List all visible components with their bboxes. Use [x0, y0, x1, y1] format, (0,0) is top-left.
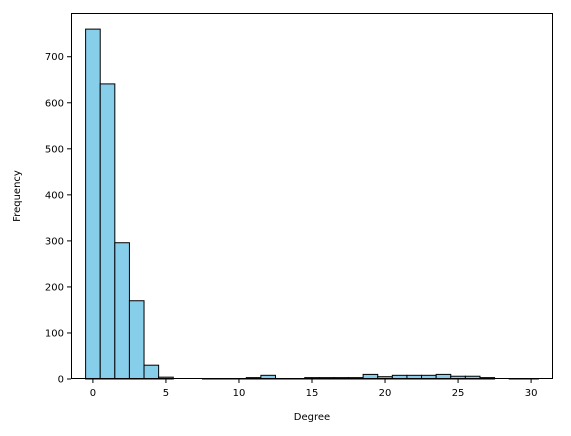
histogram-bar-2	[115, 243, 130, 379]
x-tick-label: 20	[379, 388, 392, 399]
x-tick-label: 15	[306, 388, 319, 399]
histogram-bar-3	[129, 301, 144, 379]
x-tick-label: 25	[452, 388, 465, 399]
x-axis: 0 5 10 15 20 25 30	[90, 379, 538, 399]
histogram-bar-0	[86, 29, 101, 379]
y-axis-title: Frequency	[12, 170, 23, 222]
histogram-bar-4	[144, 365, 159, 379]
y-axis: 0 100 200 300 400 500 600 700	[45, 52, 71, 385]
y-tick-label: 600	[45, 98, 64, 109]
x-tick-label: 30	[525, 388, 538, 399]
y-tick-label: 200	[45, 282, 64, 293]
bars-layer	[86, 29, 539, 379]
histogram-bar-1	[100, 84, 115, 379]
y-tick-label: 0	[58, 375, 64, 386]
y-tick-label: 100	[45, 328, 64, 339]
x-axis-title: Degree	[294, 412, 330, 423]
x-tick-label: 5	[163, 388, 169, 399]
y-tick-label: 500	[45, 144, 64, 155]
y-tick-label: 400	[45, 190, 64, 201]
x-tick-label: 10	[233, 388, 246, 399]
y-tick-label: 700	[45, 52, 64, 63]
y-tick-label: 300	[45, 236, 64, 247]
x-tick-label: 0	[90, 388, 96, 399]
